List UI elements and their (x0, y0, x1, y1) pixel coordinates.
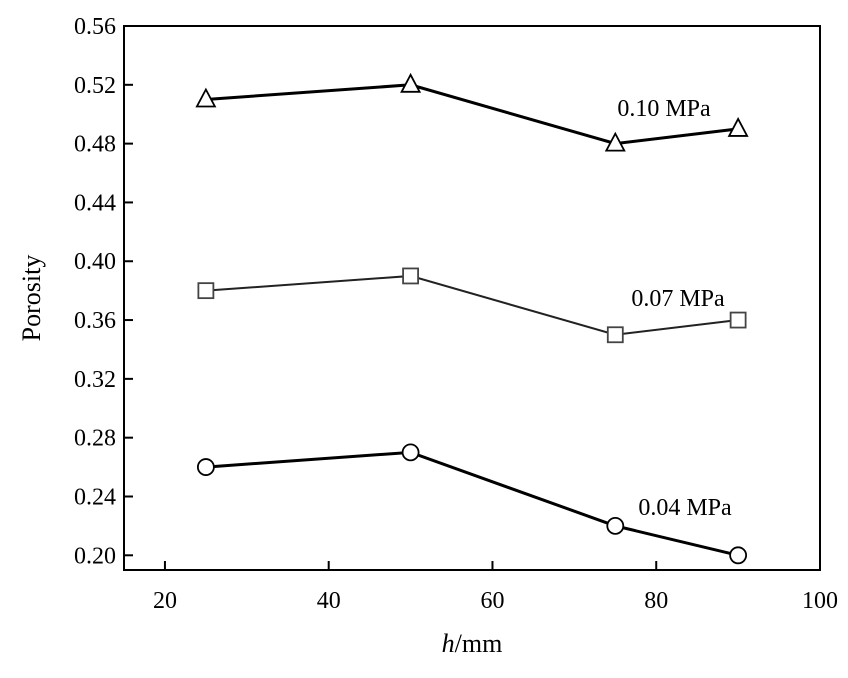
series-label: 0.07 MPa (631, 286, 725, 312)
x-tick-label: 60 (480, 588, 504, 614)
y-tick-label: 0.44 (74, 190, 116, 216)
square-marker (197, 282, 215, 300)
x-tick-label: 80 (644, 588, 668, 614)
series-triangle: 0.10 MPa (195, 72, 749, 152)
y-tick-label: 0.28 (74, 426, 116, 452)
circle-marker (606, 516, 625, 535)
y-axis-title: Porosity (17, 255, 46, 342)
series-line (205, 450, 739, 557)
square-marker (606, 326, 624, 344)
x-axis-ticks: 20 40 60 80 100 (153, 561, 838, 614)
plot-frame (123, 25, 821, 571)
circle-marker (196, 458, 215, 476)
y-tick-label: 0.24 (74, 484, 116, 510)
y-tick-label: 0.32 (74, 367, 116, 393)
y-tick-label: 0.20 (74, 543, 116, 569)
triangle-marker (727, 116, 749, 137)
y-tick-label: 0.40 (74, 249, 116, 275)
x-tick-label: 20 (153, 588, 177, 614)
series-circle: 0.04 MPa (196, 443, 748, 565)
y-tick-label: 0.52 (74, 73, 116, 99)
y-tick-label: 0.56 (74, 14, 116, 40)
square-marker (402, 267, 419, 285)
triangle-marker (400, 72, 422, 93)
x-axis-title: h/mm (442, 629, 503, 658)
triangle-marker (604, 131, 626, 152)
y-tick-label: 0.36 (74, 308, 116, 334)
series-layer: 0.10 MPa 0.07 MPa 0.04 MPa (195, 72, 749, 565)
y-axis-ticks: 0.20 0.24 0.28 0.32 0.36 0.40 0.44 0.48 0.52 0.56 (74, 14, 133, 569)
square-marker (729, 311, 747, 329)
series-line (205, 274, 739, 336)
series-label: 0.10 MPa (617, 96, 711, 122)
y-tick-label: 0.48 (74, 132, 116, 158)
x-tick-label: 100 (802, 588, 838, 614)
series-square: 0.07 MPa (197, 267, 747, 344)
circle-marker (729, 546, 748, 565)
x-tick-label: 40 (317, 588, 341, 614)
triangle-marker (195, 87, 217, 108)
series-label: 0.04 MPa (638, 495, 732, 521)
circle-marker (401, 443, 420, 462)
series-line (205, 83, 739, 146)
